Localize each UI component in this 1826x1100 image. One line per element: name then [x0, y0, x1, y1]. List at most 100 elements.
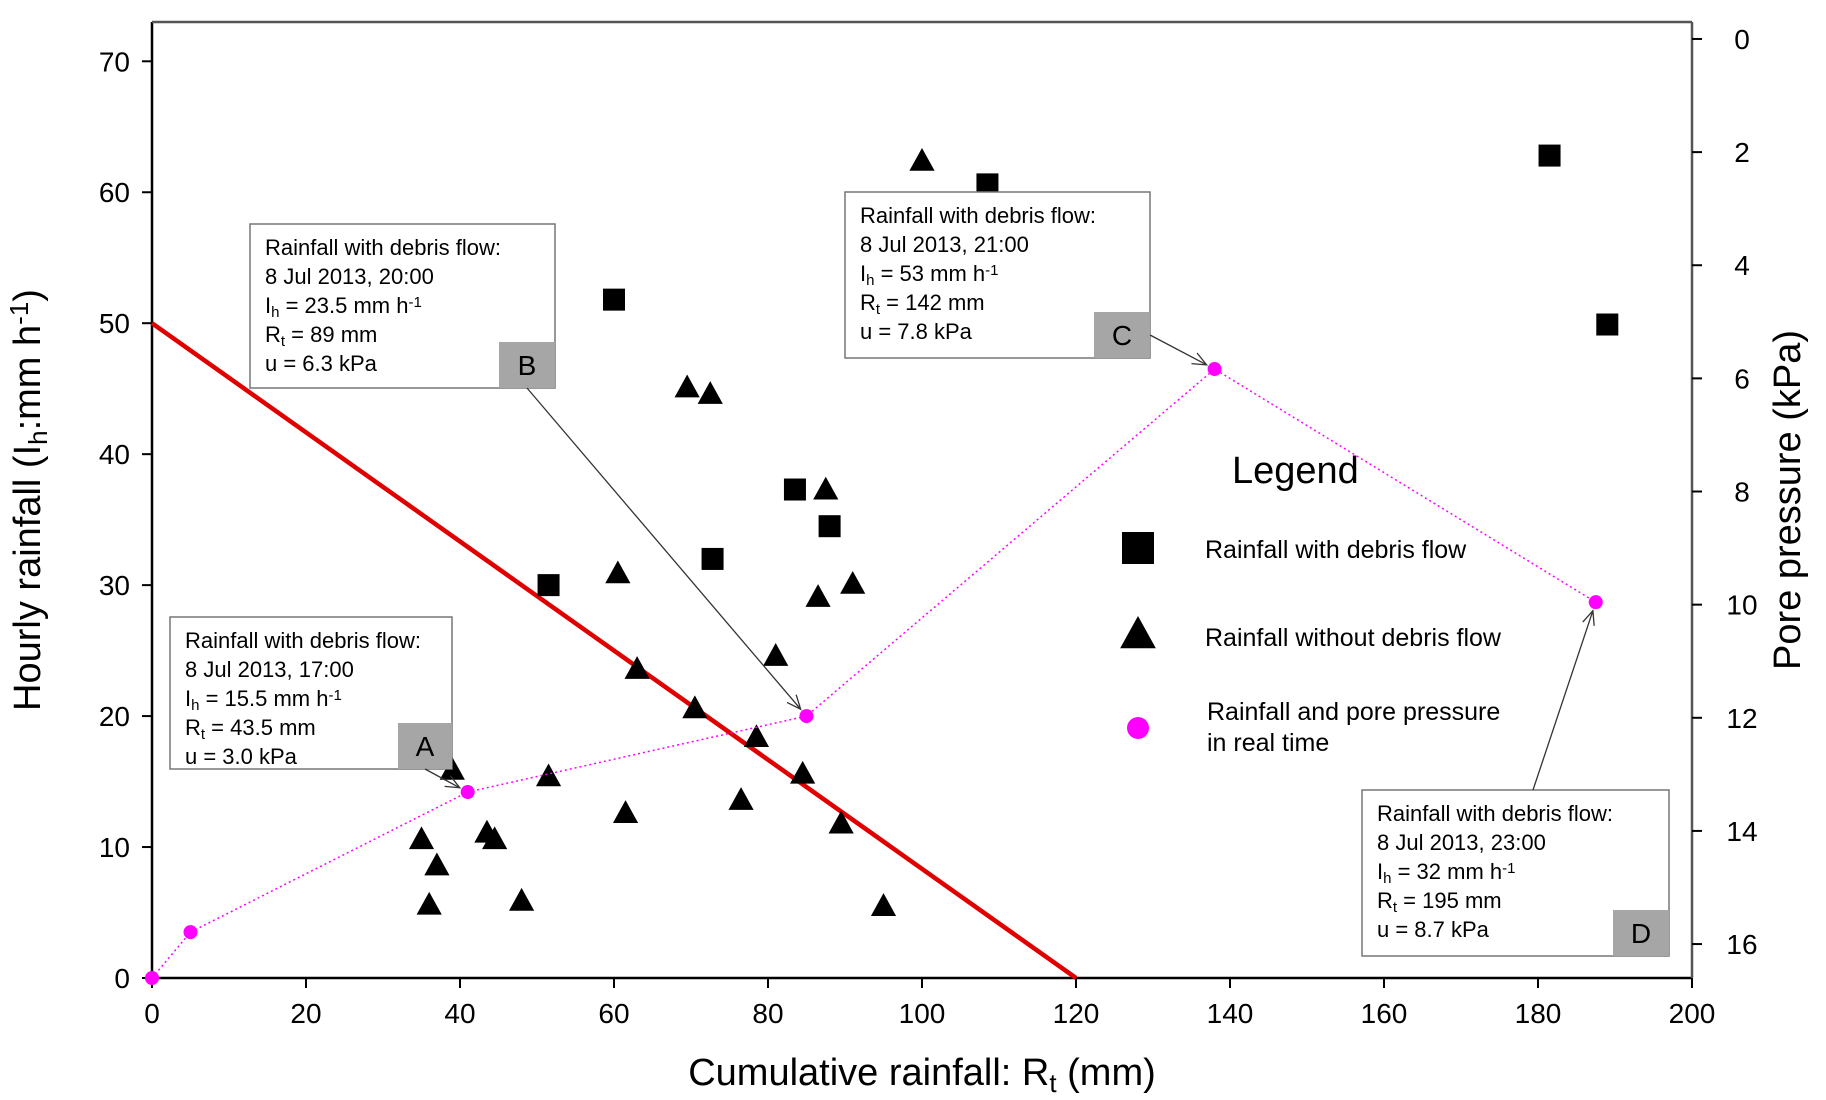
- x-tick-label: 100: [899, 998, 946, 1029]
- legend-marker-triangle: [1120, 615, 1156, 649]
- circle-point: [799, 709, 814, 724]
- annotation-line: u = 3.0 kPa: [185, 744, 298, 769]
- annotation-arrow: [424, 768, 461, 789]
- triangle-point: [612, 800, 639, 823]
- legend-marker-square: [1122, 532, 1154, 564]
- annotation-arrow: [1532, 610, 1594, 791]
- annotation-arrow: [1149, 334, 1207, 366]
- square-point: [818, 515, 841, 538]
- annotation-b: Rainfall with debris flow: 8 Jul 2013, 20…: [249, 223, 802, 711]
- square-point: [537, 574, 560, 597]
- triangle-point: [674, 374, 700, 398]
- legend-label: in real time: [1207, 729, 1329, 757]
- annotation-arrowhead: [786, 694, 802, 711]
- square-point: [701, 547, 724, 570]
- annotation-line: 8 Jul 2013, 17:00: [185, 657, 354, 682]
- y-left-tick-label: 40: [99, 439, 130, 470]
- triangle-point: [870, 893, 897, 916]
- y-right-tick-label: 6: [1734, 363, 1750, 394]
- triangle-point: [909, 147, 935, 171]
- annotation-badge-label: D: [1631, 918, 1651, 949]
- y-left-tick-label: 0: [114, 963, 130, 994]
- threshold-line: [150, 321, 1078, 980]
- y-right-tick-label: 0: [1734, 24, 1750, 55]
- x-tick-label: 120: [1053, 998, 1100, 1029]
- triangle-point: [728, 787, 754, 810]
- legend-label: Rainfall and pore pressure: [1207, 698, 1500, 726]
- triangle-point: [482, 826, 508, 850]
- annotation-layer: Rainfall with debris flow: 8 Jul 2013, 17…: [169, 191, 1670, 957]
- annotation-line: u = 7.8 kPa: [860, 319, 973, 344]
- annotation-badge-label: B: [518, 350, 537, 381]
- plot-frame: 0 20 40 60 80 100 120 140 160 180 2000102030405060…: [99, 20, 1758, 1029]
- y-axis-right-title: Pore pressure (kPa): [1767, 330, 1809, 670]
- annotation-line: Ih = 15.5 mm h-1: [185, 686, 342, 714]
- annotation-line: Ih = 53 mm h-1: [860, 261, 998, 289]
- circle-point: [460, 785, 475, 800]
- triangle-point: [743, 724, 770, 748]
- y-left-tick-label: 60: [99, 177, 130, 208]
- annotation-badge: [1094, 312, 1150, 358]
- annotation-line: Ih = 32 mm h-1: [1377, 859, 1515, 887]
- legend: Legend Rainfall with debris flow Rainfall …: [1120, 450, 1502, 757]
- triangle-point: [790, 760, 816, 784]
- annotation-line: Ih = 23.5 mm h-1: [265, 293, 422, 321]
- triangle-point: [840, 570, 866, 594]
- x-tick-label: 140: [1207, 998, 1254, 1029]
- annotation-line: 8 Jul 2013, 20:00: [265, 264, 434, 289]
- annotation-line: Rt = 195 mm: [1377, 888, 1502, 916]
- y-axis-left-title: Hourly rainfall (Ih:mm h-1): [4, 289, 52, 711]
- annotation-line: Rt = 89 mm: [265, 322, 377, 350]
- x-tick-label: 20: [290, 998, 321, 1029]
- x-tick-label: 80: [752, 998, 783, 1029]
- annotation-arrowhead: [1191, 352, 1209, 366]
- square-point: [976, 173, 999, 196]
- annotation-line: Rainfall with debris flow:: [860, 203, 1096, 228]
- triangle-point: [509, 887, 535, 911]
- y-right-tick-label: 12: [1726, 703, 1757, 734]
- annotation-line: u = 8.7 kPa: [1377, 917, 1490, 942]
- triangle-point: [805, 584, 831, 607]
- x-tick-label: 60: [598, 998, 629, 1029]
- x-tick-label: 160: [1361, 998, 1408, 1029]
- square-point: [1538, 144, 1561, 167]
- annotation-badge-label: C: [1112, 320, 1132, 351]
- legend-label: Rainfall with debris flow: [1205, 536, 1467, 564]
- triangle-point: [682, 695, 708, 719]
- y-right-tick-label: 14: [1726, 816, 1757, 847]
- y-left-tick-label: 50: [99, 308, 130, 339]
- annotation-badge-label: A: [416, 731, 435, 762]
- circle-point: [1207, 362, 1222, 377]
- annotation-line: u = 6.3 kPa: [265, 351, 378, 376]
- annotation-arrowhead: [1582, 609, 1595, 626]
- y-right-tick-label: 10: [1726, 590, 1757, 621]
- legend-marker-circle: [1127, 717, 1149, 739]
- annotation-a: Rainfall with debris flow: 8 Jul 2013, 17…: [169, 616, 462, 789]
- annotation-c: Rainfall with debris flow: 8 Jul 2013, 21…: [844, 191, 1209, 366]
- y-right-tick-label: 16: [1726, 929, 1757, 960]
- annotation-d: Rainfall with debris flow: 8 Jul 2013, 23…: [1361, 609, 1670, 957]
- circle-point: [183, 925, 198, 940]
- annotation-arrowhead: [444, 775, 462, 789]
- annotation-badge: [398, 723, 452, 769]
- y-left-tick-label: 70: [99, 46, 130, 77]
- annotation-line: Rainfall with debris flow:: [185, 628, 421, 653]
- triangle-point: [697, 381, 723, 404]
- circle-point: [145, 971, 159, 985]
- annotation-line: Rainfall with debris flow:: [1377, 801, 1613, 826]
- triangle-point: [828, 810, 854, 834]
- triangle-point: [424, 852, 450, 876]
- annotation-badge: [1613, 910, 1669, 956]
- triangle-point: [605, 560, 631, 584]
- annotation-line: Rainfall with debris flow:: [265, 235, 501, 260]
- annotation-line: Rt = 142 mm: [860, 290, 985, 318]
- y-left-tick-label: 20: [99, 701, 130, 732]
- circle-point: [1588, 595, 1603, 610]
- x-tick-label: 200: [1669, 998, 1716, 1029]
- series-layer: [145, 144, 1619, 985]
- square-point: [1596, 313, 1619, 336]
- x-tick-label: 180: [1515, 998, 1562, 1029]
- legend-title: Legend: [1232, 450, 1359, 492]
- y-left-tick-label: 10: [99, 832, 130, 863]
